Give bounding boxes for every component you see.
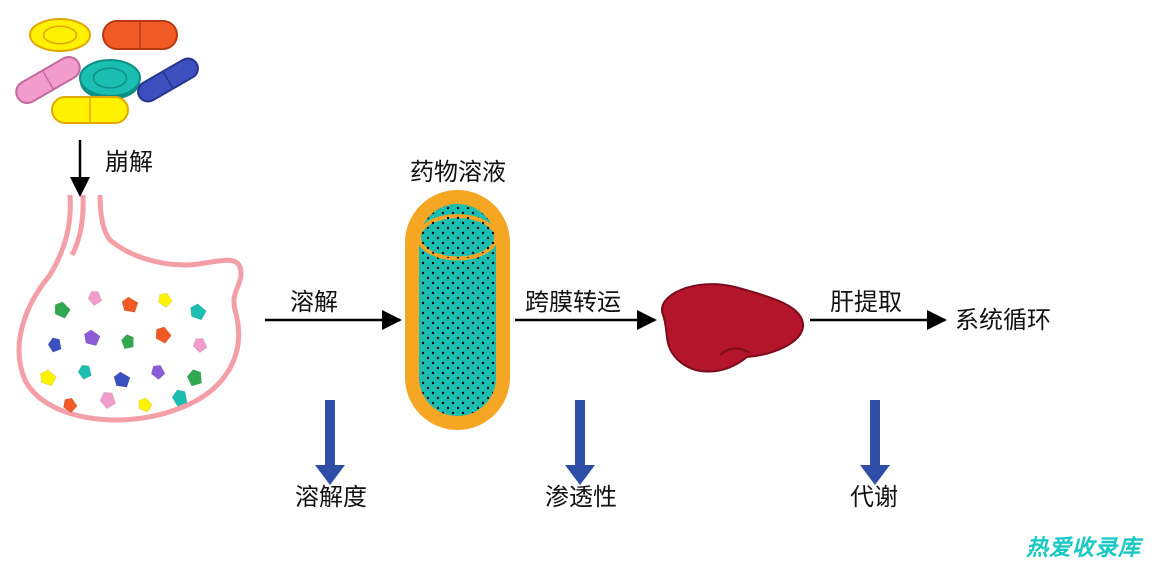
diagram-root: 崩解溶解药物溶液跨膜转运肝提取系统循环溶解度渗透性代谢 热爱收录库 (0, 0, 1153, 570)
pill-teal (80, 60, 140, 100)
intestine-tube (405, 190, 510, 430)
arrow-solubility (315, 400, 345, 485)
label-systemic: 系统循环 (955, 307, 1051, 334)
label-disintegrate: 崩解 (105, 149, 153, 176)
pill-yellow (52, 97, 128, 123)
label-permeability: 渗透性 (545, 484, 617, 511)
pill-blue (134, 55, 201, 105)
arrow-metabolism (860, 400, 890, 485)
liver-organ (662, 284, 803, 371)
label-dissolve: 溶解 (290, 289, 338, 316)
label-transmembrane: 跨膜转运 (525, 289, 621, 316)
pill-yellow (30, 19, 90, 51)
label-metabolism: 代谢 (850, 484, 898, 511)
liver-shape (662, 284, 803, 371)
pills-cluster (12, 19, 201, 123)
diagram-svg: 崩解溶解 药物溶液跨膜转运 肝提取系统循环溶解度 渗透性 代谢 (0, 0, 1153, 570)
label-solution-title: 药物溶液 (410, 159, 506, 186)
pill-orange (103, 21, 177, 49)
arrow-permeability (565, 400, 595, 485)
label-liver-extract: 肝提取 (830, 289, 902, 316)
label-solubility: 溶解度 (295, 484, 367, 511)
